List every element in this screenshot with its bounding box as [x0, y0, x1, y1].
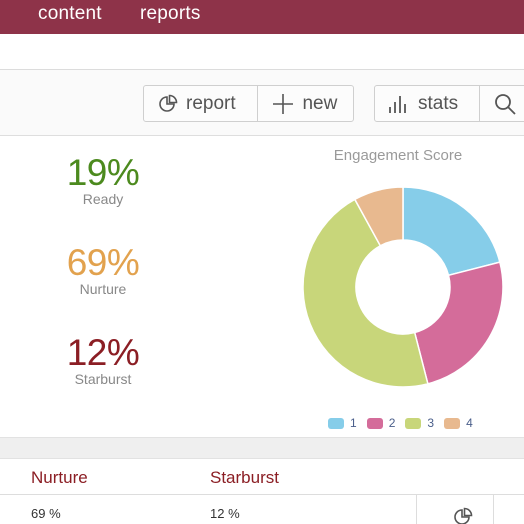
toolbar: report new stats — [0, 70, 524, 136]
pie-chart-icon — [159, 94, 178, 112]
donut-slice-3[interactable] — [302, 198, 429, 388]
legend-label-2: 2 — [388, 416, 396, 430]
ready-percent: 19% — [66, 152, 140, 193]
search-icon — [495, 93, 516, 115]
table-row-divider — [0, 494, 524, 495]
table-header-starburst[interactable]: Starburst — [210, 468, 279, 487]
ready-stat: 19% Ready — [58, 152, 148, 208]
engagement-donut-chart — [302, 186, 504, 388]
legend-item-4[interactable]: 4 — [444, 416, 473, 430]
report-button-label: report — [186, 92, 236, 114]
table-cell-starburst: 12 % — [210, 506, 240, 521]
legend-label-4: 4 — [466, 416, 473, 430]
nav-content-link[interactable]: content — [38, 3, 102, 24]
pie-chart-icon — [454, 507, 473, 524]
donut-slice-2[interactable] — [413, 261, 504, 385]
table-cell-nurture: 69 % — [31, 506, 61, 521]
starburst-stat: 12% Starburst — [58, 332, 148, 388]
ready-label: Ready — [82, 191, 124, 207]
donut-slice-1[interactable] — [402, 186, 501, 277]
legend-swatch-2 — [366, 417, 383, 429]
new-button-label: new — [302, 92, 338, 114]
legend-item-1[interactable]: 1 — [328, 416, 357, 430]
stats-button-label: stats — [418, 92, 459, 114]
top-nav: content reports — [0, 0, 524, 34]
stats-button[interactable]: stats — [375, 86, 479, 121]
legend-swatch-1 — [328, 417, 344, 429]
nurture-percent: 69% — [66, 242, 140, 283]
donut-slice-4[interactable] — [353, 186, 404, 247]
bar-chart-icon — [389, 95, 406, 113]
report-button-group: report new — [143, 85, 354, 122]
legend-swatch-4 — [444, 417, 461, 429]
nurture-label: Nurture — [79, 281, 127, 297]
chart-title: Engagement Score — [333, 147, 463, 164]
legend-swatch-3 — [405, 417, 422, 429]
nav-reports-link[interactable]: reports — [140, 3, 201, 24]
starburst-label: Starburst — [74, 371, 132, 387]
legend-item-3[interactable]: 3 — [405, 416, 434, 430]
plus-icon — [273, 93, 294, 114]
legend-label-1: 1 — [350, 416, 357, 430]
section-divider — [0, 437, 524, 459]
legend-label-3: 3 — [427, 416, 435, 430]
chart-legend: 1 2 3 4 — [328, 416, 483, 430]
search-button[interactable] — [479, 86, 524, 121]
new-button[interactable]: new — [257, 86, 353, 121]
legend-item-2[interactable]: 2 — [366, 416, 396, 430]
table-header-nurture[interactable]: Nurture — [31, 468, 88, 487]
stats-button-group: stats — [374, 85, 524, 122]
report-button[interactable]: report — [144, 86, 257, 121]
starburst-percent: 12% — [66, 332, 140, 373]
nurture-stat: 69% Nurture — [58, 242, 148, 298]
row-report-button[interactable] — [416, 495, 494, 524]
sub-header — [0, 34, 524, 70]
